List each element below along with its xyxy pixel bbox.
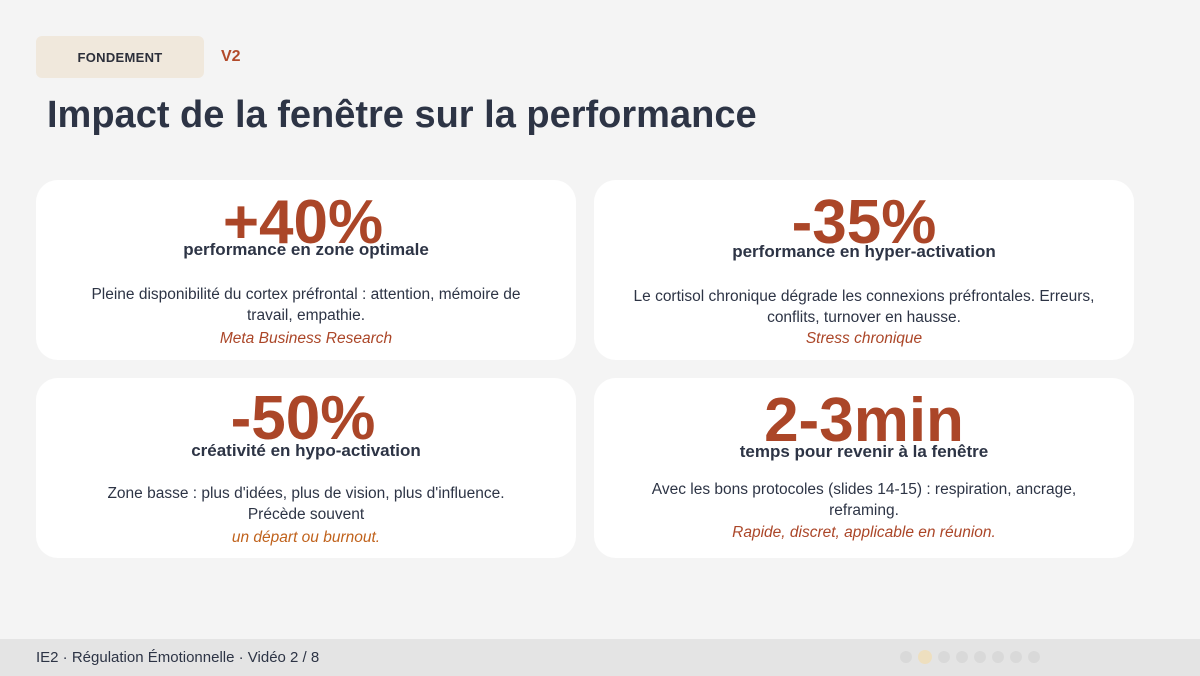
pagination-dot[interactable] <box>918 650 932 664</box>
stat-description: Pleine disponibilité du cortex préfronta… <box>91 286 521 324</box>
page-title: Impact de la fenêtre sur la performance <box>47 94 757 136</box>
stat-value: +40% <box>222 188 384 257</box>
stat-card-hyper: -35% performance en hyper-activation Le … <box>594 180 1134 360</box>
stat-value: -50% <box>230 384 376 453</box>
stat-source: Meta Business Research <box>219 330 393 347</box>
pagination-dot[interactable] <box>938 651 950 663</box>
pagination-dot[interactable] <box>1028 651 1040 663</box>
stat-subtitle: temps pour revenir à la fenêtre <box>739 442 989 461</box>
stat-source: Rapide, discret, applicable en réunion. <box>732 524 996 541</box>
pagination-dot[interactable] <box>900 651 912 663</box>
version-label: V2 <box>221 48 241 65</box>
footer-bar: IE2 · Régulation Émotionnelle · Vidéo 2 … <box>0 639 1200 676</box>
stat-value: 2-3min <box>764 386 964 455</box>
pagination-dot[interactable] <box>956 651 968 663</box>
stat-card-hypo: -50% créativité en hypo-activation Zone … <box>36 378 576 558</box>
pagination-dot[interactable] <box>1010 651 1022 663</box>
pagination-dot[interactable] <box>992 651 1004 663</box>
stat-subtitle: performance en zone optimale <box>183 240 429 259</box>
footer-text: IE2 · Régulation Émotionnelle · Vidéo 2 … <box>36 649 320 666</box>
stat-description: Zone basse : plus d'idées, plus de visio… <box>107 485 505 523</box>
stat-subtitle: performance en hyper-activation <box>732 242 996 261</box>
stat-description: Le cortisol chronique dégrade les connex… <box>633 288 1095 326</box>
stat-source: Stress chronique <box>805 330 923 347</box>
stat-description: Avec les bons protocoles (slides 14-15) … <box>651 481 1077 519</box>
pagination-dot[interactable] <box>974 651 986 663</box>
stat-source: un départ ou burnout. <box>231 529 381 546</box>
section-tag: FONDEMENT <box>36 36 204 78</box>
stat-card-optimal: +40% performance en zone optimale Pleine… <box>36 180 576 360</box>
stat-card-recovery: 2-3min temps pour revenir à la fenêtre A… <box>594 378 1134 558</box>
stat-subtitle: créativité en hypo-activation <box>191 441 421 460</box>
slide-pagination <box>900 649 1040 665</box>
stat-value: -35% <box>791 188 937 257</box>
